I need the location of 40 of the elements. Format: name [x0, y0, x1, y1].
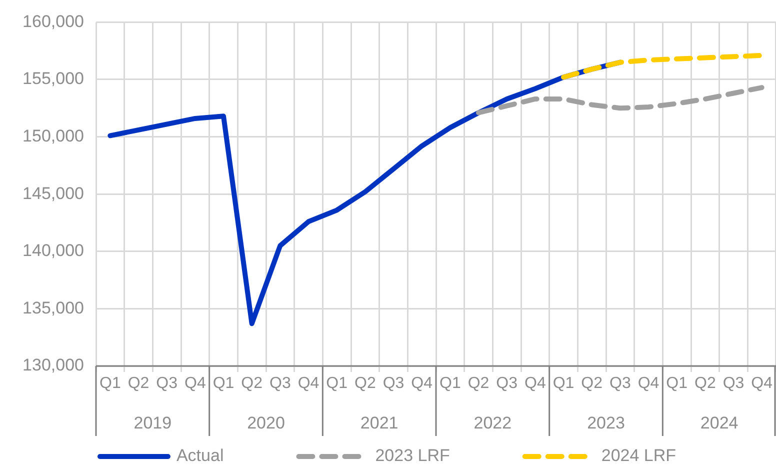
x-tick-label: Q2 — [241, 375, 263, 392]
text: 2024 — [700, 414, 738, 433]
y-tick-label: 135,000 — [22, 298, 84, 318]
y-tick-label: 140,000 — [22, 241, 84, 260]
x-tick-label: Q1 — [212, 375, 234, 392]
legend-label: 2023 LRF — [375, 446, 450, 466]
x-tick-label: Q2 — [694, 375, 716, 392]
x-tick-label: Q3 — [609, 375, 631, 392]
text: 2023 — [587, 414, 625, 433]
x-tick-label: Q3 — [382, 375, 404, 392]
x-tick-label: Q3 — [269, 375, 291, 392]
x-tick-label: Q1 — [326, 375, 348, 392]
x-tick-label: Q4 — [751, 375, 773, 392]
x-tick-label: Q2 — [128, 375, 150, 392]
x-tick-label: Q4 — [411, 375, 433, 392]
text: 2020 — [247, 414, 285, 433]
x-tick-label: Q3 — [496, 375, 518, 392]
legend-label: Actual — [176, 446, 224, 466]
x-tick-label: Q4 — [298, 375, 320, 392]
text: 2019 — [134, 414, 172, 433]
y-tick-label: 155,000 — [22, 69, 84, 88]
x-tick-label: Q1 — [666, 375, 688, 392]
y-tick-label: 160,000 — [22, 12, 84, 31]
y-tick-label: 150,000 — [22, 126, 84, 146]
x-tick-label: Q2 — [354, 375, 376, 392]
text: 2022 — [474, 414, 512, 433]
x-tick-label: Q3 — [722, 375, 744, 392]
x-tick-label: Q2 — [581, 375, 603, 392]
x-tick-label: Q1 — [99, 375, 121, 392]
y-tick-label: 145,000 — [22, 184, 84, 203]
x-tick-label: Q3 — [156, 375, 178, 392]
x-tick-label: Q2 — [468, 375, 490, 392]
x-tick-label: Q4 — [524, 375, 546, 392]
y-tick-label: 130,000 — [22, 356, 84, 375]
x-tick-label: Q1 — [439, 375, 461, 392]
text: 2021 — [360, 414, 398, 433]
x-tick-label: Q4 — [184, 375, 206, 392]
legend-label: 2024 LRF — [601, 446, 676, 466]
x-tick-label: Q4 — [638, 375, 660, 392]
x-tick-label: Q1 — [552, 375, 574, 392]
